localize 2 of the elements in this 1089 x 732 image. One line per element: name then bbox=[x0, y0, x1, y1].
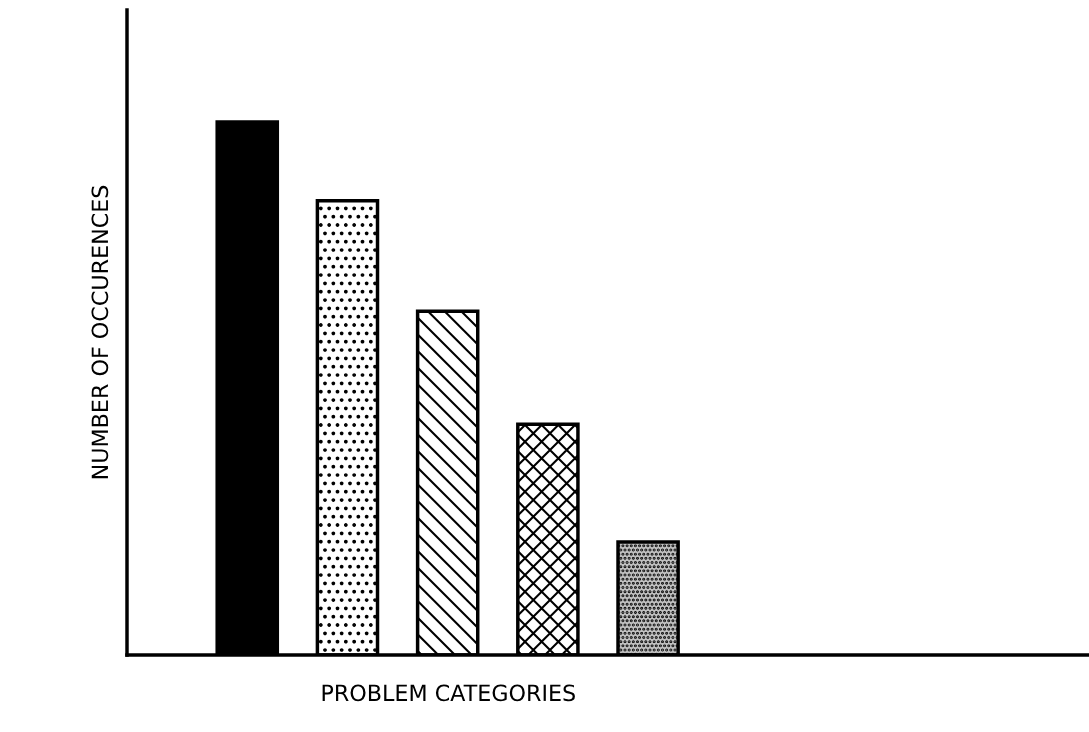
x-axis-title: PROBLEM CATEGORIES bbox=[322, 684, 575, 702]
y-axis-title: NUMBER OF OCCURENCES bbox=[91, 185, 109, 479]
